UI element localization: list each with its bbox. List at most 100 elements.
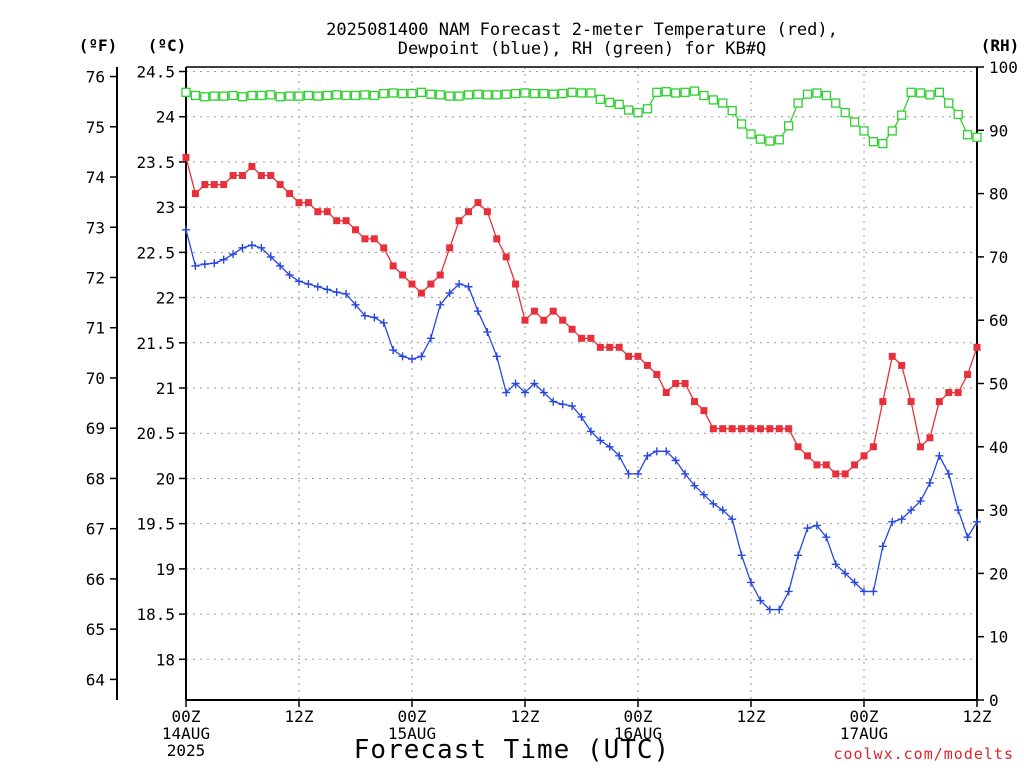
rh-tick-label: 10: [989, 628, 1008, 647]
dewpoint-point: [944, 469, 953, 478]
temperature-point: [907, 398, 915, 406]
temperature-point: [512, 280, 520, 288]
dewpoint-point: [191, 261, 200, 270]
rh-point: [887, 126, 897, 136]
rh-point: [586, 88, 596, 98]
rh-point: [605, 97, 615, 108]
dewpoint-point: [831, 560, 840, 569]
temperature-point: [465, 208, 472, 216]
dewpoint-point: [370, 313, 379, 322]
rh-point: [623, 105, 634, 115]
temperature-point: [210, 181, 218, 189]
rh-tick-label: 90: [989, 121, 1008, 140]
temperature-point: [926, 434, 934, 442]
dewpoint-point: [210, 259, 219, 268]
temperature-point: [898, 361, 906, 369]
temperature-point: [634, 352, 642, 360]
dewpoint-point: [219, 255, 228, 264]
dewpoint-point: [605, 442, 614, 451]
temperature-point: [653, 370, 661, 378]
temperature-point: [333, 217, 341, 225]
fahrenheit-tick-label: 72: [86, 268, 105, 287]
rh-point: [247, 90, 257, 101]
temperature-point: [578, 334, 585, 342]
chart-title-line-1: 2025081400 NAM Forecast 2-meter Temperat…: [326, 20, 838, 40]
dewpoint-point: [247, 241, 256, 250]
rh-point: [567, 87, 577, 97]
temperature-point: [408, 280, 416, 288]
fahrenheit-tick-label: 68: [86, 469, 105, 488]
rh-point: [501, 89, 511, 99]
rh-point: [633, 107, 643, 118]
temperature-point: [672, 380, 680, 387]
dewpoint-point: [558, 400, 567, 409]
grid-lines: [186, 67, 977, 700]
temperature-point: [691, 398, 698, 406]
temperature-point: [615, 343, 623, 351]
celsius-tick-label: 24: [156, 108, 175, 127]
celsius-tick-label: 20.5: [136, 424, 175, 443]
temperature-point: [229, 172, 237, 180]
temperature-point: [794, 443, 802, 451]
temperature-point: [888, 352, 896, 360]
rh-point: [473, 89, 483, 99]
dewpoint-point: [304, 280, 313, 289]
temperature-point: [747, 425, 755, 433]
x-tick-label: 00Z: [398, 707, 427, 726]
fahrenheit-tick-label: 66: [86, 570, 105, 589]
x-tick-label: 2025: [167, 741, 206, 760]
rh-point: [181, 87, 191, 97]
dewpoint-point: [652, 447, 661, 456]
temperature-point: [851, 461, 859, 469]
series-rh: [181, 86, 982, 149]
dewpoint-point: [483, 327, 492, 336]
temperature-point: [681, 380, 689, 387]
temperature-point: [276, 181, 284, 189]
rh-point: [746, 129, 756, 139]
dewpoint-point: [445, 289, 454, 298]
dewpoint-point: [398, 352, 407, 361]
dewpoint-point: [586, 427, 595, 436]
dewpoint-point: [436, 300, 445, 309]
rh-point: [332, 90, 342, 100]
rh-point: [718, 98, 728, 108]
celsius-tick-label: 23: [156, 198, 175, 217]
temperature-point: [606, 343, 614, 351]
temperature-point: [587, 334, 595, 342]
temperature-point: [361, 235, 369, 243]
dewpoint-point: [549, 397, 558, 406]
dewpoint-point: [530, 379, 539, 388]
fahrenheit-tick-label: 65: [86, 620, 105, 639]
temperature-point: [869, 443, 877, 451]
dewpoint-point: [229, 250, 238, 259]
celsius-tick-label: 18.5: [136, 605, 175, 624]
temperature-point: [380, 244, 388, 252]
series-layer: [181, 86, 982, 614]
dewpoint-point: [473, 307, 482, 316]
rh-point: [303, 90, 314, 101]
rh-point: [868, 137, 879, 147]
dewpoint-point: [455, 280, 464, 289]
fahrenheit-tick-label: 71: [86, 319, 105, 338]
dewpoint-point: [699, 490, 708, 499]
temperature-point: [775, 425, 783, 433]
rh-point: [699, 90, 709, 101]
site-credit: coolwx.com/modelts: [833, 745, 1014, 763]
series-dewpoint: [182, 225, 981, 614]
temperature-point: [370, 235, 378, 243]
rh-point: [548, 89, 558, 99]
dewpoint-point: [568, 402, 577, 411]
dewpoint-point: [266, 252, 275, 261]
rh-point: [614, 99, 624, 109]
temperature-point: [191, 190, 199, 198]
fahrenheit-tick-label: 69: [86, 419, 105, 438]
fahrenheit-tick-label: 76: [86, 68, 105, 87]
temperature-point: [700, 407, 708, 415]
fahrenheit-tick-label: 75: [86, 118, 105, 137]
rh-point: [284, 91, 295, 101]
celsius-tick-label: 20: [156, 469, 175, 488]
temperature-point: [935, 398, 943, 406]
rh-tick-label: 30: [989, 501, 1008, 520]
x-tick-label: 00Z: [172, 707, 201, 726]
